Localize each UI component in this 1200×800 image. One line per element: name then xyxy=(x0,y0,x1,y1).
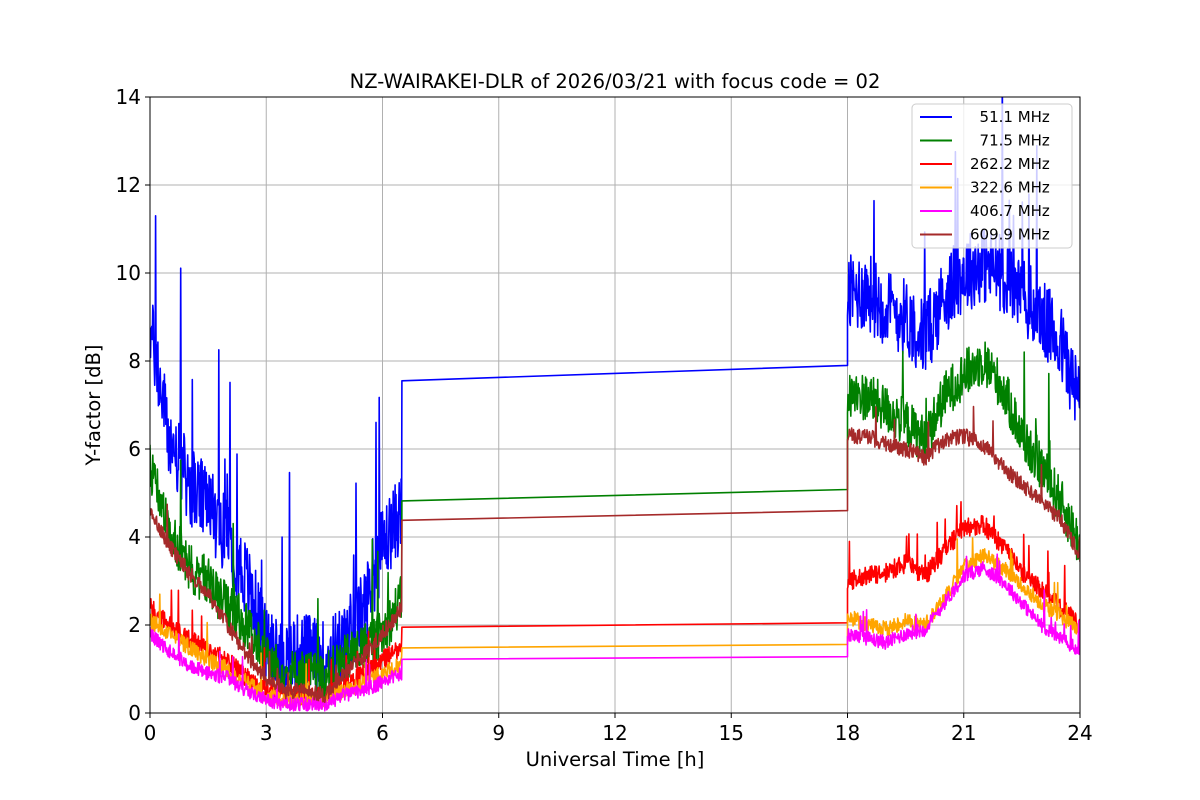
x-tick-label: 6 xyxy=(376,721,389,745)
x-axis-label: Universal Time [h] xyxy=(526,748,705,771)
x-tick-label: 9 xyxy=(492,721,505,745)
chart-title: NZ-WAIRAKEI-DLR of 2026/03/21 with focus… xyxy=(350,70,881,93)
series-line xyxy=(150,341,1080,701)
legend-label: 609.9 MHz xyxy=(970,226,1050,244)
legend-label: 51.1 MHz xyxy=(970,108,1050,126)
series-line xyxy=(150,97,1080,699)
y-tick-label: 14 xyxy=(116,85,141,109)
x-tick-label: 24 xyxy=(1067,721,1092,745)
legend-label: 322.6 MHz xyxy=(970,179,1050,197)
x-tick-label: 15 xyxy=(719,721,744,745)
legend-label: 262.2 MHz xyxy=(970,155,1050,173)
y-axis-label: Y-factor [dB] xyxy=(82,345,105,467)
x-tick-label: 12 xyxy=(602,721,627,745)
y-tick-label: 10 xyxy=(116,261,141,285)
legend-label: 71.5 MHz xyxy=(970,132,1050,150)
x-tick-label: 18 xyxy=(835,721,860,745)
series-layer xyxy=(150,97,1080,712)
x-tick-label: 3 xyxy=(260,721,273,745)
x-tick-label: 21 xyxy=(951,721,976,745)
x-tick-label: 0 xyxy=(144,721,157,745)
y-tick-label: 12 xyxy=(116,173,141,197)
legend: 51.1 MHz 71.5 MHz 262.2 MHz 322.6 MHz 406.7… xyxy=(911,103,1073,249)
series-line xyxy=(150,405,1080,704)
y-tick-label: 4 xyxy=(128,525,141,549)
series-line xyxy=(150,553,1080,712)
series-line xyxy=(150,501,1080,706)
legend-label: 406.7 MHz xyxy=(970,202,1050,220)
y-tick-label: 0 xyxy=(128,701,141,725)
y-tick-label: 6 xyxy=(128,437,141,461)
y-tick-label: 2 xyxy=(128,613,141,637)
y-tick-label: 8 xyxy=(128,349,141,373)
